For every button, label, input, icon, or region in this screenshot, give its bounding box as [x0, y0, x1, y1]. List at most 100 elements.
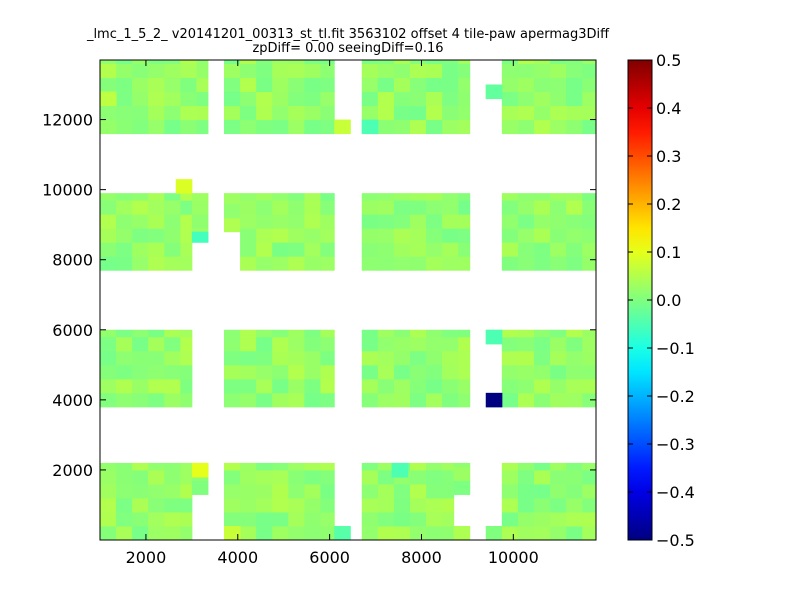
- heatmap-cell: [393, 497, 411, 513]
- heatmap-cell: [272, 63, 289, 79]
- heatmap-cell: [288, 336, 305, 352]
- heatmap-cell: [361, 200, 379, 215]
- heatmap-cell: [377, 364, 395, 380]
- heatmap-cell: [517, 497, 535, 513]
- heatmap-cell: [164, 378, 181, 394]
- heatmap-cell: [458, 119, 471, 135]
- heatmap-cell: [320, 364, 335, 380]
- heatmap-cell: [517, 336, 535, 352]
- heatmap-cell: [361, 228, 379, 243]
- heatmap-cell: [180, 511, 193, 527]
- heatmap-cell: [164, 60, 181, 65]
- heatmap-cell: [256, 329, 273, 338]
- heatmap-cell: [256, 242, 273, 257]
- heatmap-cell: [164, 256, 181, 271]
- heatmap-cell: [501, 378, 519, 394]
- x-tick-label: 2000: [126, 548, 167, 567]
- heatmap-cell: [361, 91, 379, 107]
- heatmap-cell: [501, 228, 519, 243]
- heatmap-cell: [224, 91, 241, 107]
- heatmap-cell: [224, 392, 241, 408]
- heatmap-cell: [566, 63, 583, 79]
- heatmap-cell: [582, 60, 596, 65]
- heatmap-cell: [501, 483, 519, 499]
- heatmap-cell: [288, 469, 305, 485]
- heatmap-cell: [377, 200, 395, 215]
- heatmap-cell: [410, 336, 427, 352]
- heatmap-cell: [442, 350, 459, 366]
- heatmap-cell: [566, 525, 583, 540]
- heatmap-cell: [410, 511, 427, 527]
- heatmap-cell: [148, 200, 165, 215]
- heatmap-cell: [377, 469, 395, 485]
- heatmap-cell: [304, 511, 321, 527]
- heatmap-cell: [180, 63, 197, 79]
- heatmap-cell: [100, 77, 117, 93]
- heatmap-cell: [304, 497, 321, 513]
- heatmap-cell: [566, 200, 583, 215]
- heatmap-cell: [240, 350, 257, 366]
- heatmap-cell: [426, 497, 443, 513]
- heatmap-cell: [566, 60, 583, 65]
- heatmap-cell: [550, 378, 567, 394]
- heatmap-cell: [224, 336, 241, 352]
- heatmap-cell: [100, 193, 117, 201]
- heatmap-cell: [582, 193, 596, 201]
- heatmap-cell: [426, 525, 443, 540]
- heatmap-cell: [426, 462, 443, 471]
- heatmap-cell: [320, 469, 335, 485]
- heatmap-cell: [458, 91, 471, 107]
- heatmap-cell: [288, 119, 305, 135]
- heatmap-cell: [566, 497, 583, 513]
- heatmap-cell: [361, 336, 379, 352]
- heatmap-cell: [148, 91, 165, 107]
- heatmap-cell: [566, 364, 583, 380]
- heatmap-cell: [180, 483, 193, 499]
- heatmap-cell: [485, 329, 503, 345]
- heatmap-cell: [132, 392, 149, 408]
- heatmap-cell: [164, 119, 181, 135]
- heatmap-cell: [361, 525, 379, 540]
- heatmap-cell: [361, 364, 379, 380]
- heatmap-cell: [458, 378, 471, 394]
- colorbar-tick-label: 0.3: [656, 147, 681, 166]
- heatmap-cell: [566, 469, 583, 485]
- heatmap-cell: [148, 63, 165, 79]
- heatmap-cell: [566, 119, 583, 135]
- heatmap-cell: [566, 214, 583, 229]
- heatmap-cell: [534, 329, 551, 338]
- heatmap-cell: [517, 119, 535, 135]
- heatmap-cell: [240, 329, 257, 338]
- heatmap-cell: [582, 77, 596, 93]
- heatmap-cell: [582, 63, 596, 79]
- heatmap-cell: [288, 525, 305, 540]
- heatmap-cell: [116, 60, 133, 65]
- heatmap-cell: [534, 242, 551, 257]
- heatmap-cell: [410, 497, 427, 513]
- heatmap-cell: [458, 63, 471, 79]
- heatmap-cell: [393, 193, 411, 201]
- heatmap-cell: [288, 350, 305, 366]
- heatmap-cell: [272, 511, 289, 527]
- heatmap-cell: [426, 242, 443, 257]
- heatmap-cell: [550, 350, 567, 366]
- heatmap-cell: [240, 364, 257, 380]
- heatmap-cell: [320, 462, 335, 471]
- heatmap-cell: [501, 336, 519, 352]
- heatmap-cell: [116, 511, 133, 527]
- heatmap-cell: [566, 256, 583, 271]
- heatmap-cell: [224, 77, 241, 93]
- heatmap-cell: [256, 378, 273, 394]
- heatmap-cell: [240, 525, 257, 540]
- heatmap-cell: [582, 497, 596, 513]
- heatmap-cell: [501, 200, 519, 215]
- heatmap-cell: [240, 497, 257, 513]
- heatmap-cell: [442, 336, 459, 352]
- heatmap-cell: [164, 483, 181, 499]
- heatmap-cell: [180, 119, 197, 135]
- heatmap-cell: [393, 511, 411, 527]
- heatmap-cell: [361, 350, 379, 366]
- heatmap-cell: [240, 228, 257, 243]
- heatmap-cell: [566, 483, 583, 499]
- heatmap-cell: [550, 242, 567, 257]
